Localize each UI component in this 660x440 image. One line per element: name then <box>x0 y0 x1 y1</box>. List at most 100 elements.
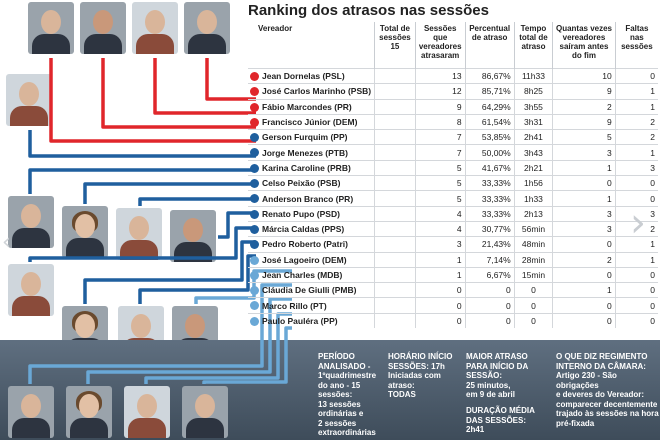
cell-sessoes: 0 <box>414 312 466 329</box>
note-line: INTERNO DA CÂMARA: <box>556 361 646 371</box>
note-line: 13 sessões <box>318 399 361 409</box>
photo-francisco-junior <box>184 2 230 54</box>
vereador-label: Karina Caroline (PRB) <box>262 162 351 173</box>
cell-saidas: 0 <box>552 266 616 283</box>
cell-sessoes: 12 <box>414 83 466 100</box>
connector-jorge-menezes <box>28 168 256 194</box>
cell-tempo: 28min <box>513 251 553 268</box>
table-row: Pedro Roberto (Patri) 3 21,43% 48min 0 1 <box>248 236 658 253</box>
cell-percentual: 33,33% <box>464 190 515 207</box>
connector-karina-caroline <box>83 182 256 204</box>
cell-percentual: 33,33% <box>464 205 515 222</box>
photo-celso-peixao <box>116 208 162 260</box>
row-color-dot <box>250 72 259 81</box>
note-line: Artigo 230 - São obrigações <box>556 371 617 390</box>
cell-tempo: 15min <box>513 266 553 283</box>
note-line: HORÁRIO INÍCIO <box>388 352 453 361</box>
table-row: Francisco Júnior (DEM) 8 61,54% 3h31 9 2 <box>248 113 658 130</box>
vereador-label: Pedro Roberto (Patri) <box>262 239 348 250</box>
cell-tempo: 2h13 <box>513 205 553 222</box>
cell-total <box>374 282 416 298</box>
cell-faltas: 1 <box>614 144 658 161</box>
row-color-dot <box>250 209 259 219</box>
note-line: DAS SESSÕES: <box>466 415 527 425</box>
table-row: Anderson Branco (PR) 5 33,33% 1h33 1 0 <box>248 190 658 207</box>
vereador-label: Anderson Branco (PR) <box>262 193 354 204</box>
cell-total <box>374 144 416 161</box>
cell-total <box>374 220 416 237</box>
cell-faltas: 0 <box>614 175 658 191</box>
note-line: extraordinárias <box>318 428 376 437</box>
cell-percentual: 0 <box>464 282 515 298</box>
cell-total <box>374 113 416 130</box>
photo-karina-caroline <box>62 206 108 258</box>
cell-saidas: 5 <box>552 129 616 145</box>
cell-tempo: 1h56 <box>513 175 553 191</box>
cell-faltas: 2 <box>614 129 658 145</box>
cell-faltas: 1 <box>614 251 658 268</box>
cell-tempo: 0 <box>513 297 553 314</box>
row-color-dot <box>250 133 259 143</box>
cell-total <box>374 83 416 100</box>
photo-gerson-furquim <box>6 74 52 126</box>
table-row: Jorge Menezes (PTB) 7 50,00% 3h43 3 1 <box>248 144 658 161</box>
vereador-label: Jean Dornelas (PSL) <box>262 71 345 82</box>
cell-total <box>374 266 416 283</box>
cell-tempo: 11h33 <box>513 67 553 84</box>
cell-faltas: 0 <box>614 282 658 298</box>
row-color-dot <box>250 255 259 265</box>
vereador-label: José Lagoeiro (DEM) <box>262 254 347 265</box>
note-regimento: O QUE DIZ REGIMENTO INTERNO DA CÂMARA: Art… <box>556 352 660 428</box>
vereador-label: Celso Peixão (PSB) <box>262 178 341 189</box>
row-color-dot <box>250 194 259 204</box>
cell-percentual: 7,14% <box>464 251 515 268</box>
row-color-dot <box>250 316 259 326</box>
vereador-label: Francisco Júnior (DEM) <box>262 117 358 128</box>
note-line: 25 minutos, <box>466 380 511 390</box>
cell-sessoes: 1 <box>414 266 466 283</box>
cell-faltas: 0 <box>614 312 658 329</box>
vereador-name: Celso Peixão (PSB) <box>248 175 375 191</box>
cell-tempo: 3h43 <box>513 144 553 161</box>
photo-jean-dornelas <box>28 2 74 54</box>
connector-francisco-junior <box>49 58 256 143</box>
cell-sessoes: 7 <box>414 129 466 145</box>
note-line: do ano - 15 <box>318 380 361 390</box>
cell-saidas: 2 <box>552 98 616 115</box>
cell-percentual: 0 <box>464 312 515 329</box>
cell-faltas: 0 <box>614 266 658 283</box>
table-row: Jean Charles (MDB) 1 6,67% 15min 0 0 <box>248 266 658 283</box>
row-color-dot <box>250 163 259 173</box>
cell-saidas: 1 <box>552 159 616 176</box>
cell-sessoes: 5 <box>414 175 466 191</box>
note-line: comparecer decentemente <box>556 399 658 409</box>
col-vereador: Vereador <box>258 24 293 33</box>
photo-paulo-paulera <box>182 386 228 438</box>
cell-saidas: 0 <box>552 312 616 329</box>
vereador-name: Fábio Marcondes (PR) <box>248 98 375 115</box>
cell-tempo: 3h55 <box>513 98 553 115</box>
next-arrow-icon[interactable]: › <box>630 200 646 246</box>
row-color-dot <box>250 179 259 189</box>
cell-total <box>374 175 416 191</box>
cell-faltas: 1 <box>614 98 658 115</box>
cell-saidas: 1 <box>552 282 616 298</box>
vereador-name: Cláudia De Giulli (PMB) <box>248 282 375 298</box>
row-color-dot <box>250 117 259 127</box>
note-line: sessões: <box>318 390 353 399</box>
row-color-dot <box>250 286 259 296</box>
cell-saidas: 9 <box>552 83 616 100</box>
prev-arrow-icon[interactable]: ‹ <box>2 230 11 255</box>
connector-marcia-caldas <box>83 240 256 304</box>
vereador-name: Renato Pupo (PSD) <box>248 205 375 222</box>
note-line: PERÍODO <box>318 352 355 361</box>
vereador-label: Fábio Marcondes (PR) <box>262 101 352 112</box>
cell-tempo: 48min <box>513 236 553 253</box>
note-line: em 9 de abril <box>466 390 515 399</box>
note-line: O QUE DIZ REGIMENTO <box>556 352 648 361</box>
vereador-label: Renato Pupo (PSD) <box>262 208 340 219</box>
note-line: 2h41 <box>466 425 485 434</box>
photo-marco-rillo <box>124 386 170 438</box>
cell-faltas: 2 <box>614 113 658 130</box>
note-duracao-media: DURAÇÃO MÉDIA DAS SESSÕES: 2h41 <box>466 406 535 435</box>
